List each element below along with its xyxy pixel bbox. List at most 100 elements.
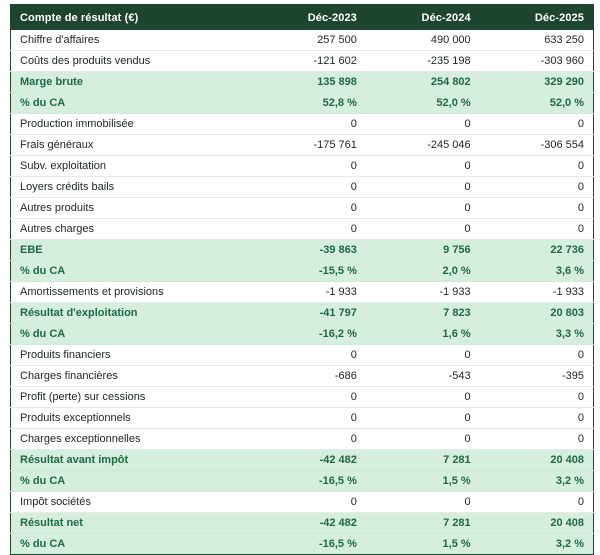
- row-value: 0: [252, 428, 366, 450]
- row-value: 0: [479, 344, 594, 366]
- row-value: -16,5 %: [252, 533, 366, 555]
- table-row: Coûts des produits vendus -121 602 -235 19…: [10, 50, 594, 72]
- row-value: 20 408: [479, 449, 594, 471]
- row-label: % du CA: [10, 533, 253, 555]
- table-row: Résultat avant impôt -42 482 7 281 20 408: [10, 449, 594, 471]
- table-row: % du CA 52,8 % 52,0 % 52,0 %: [10, 92, 594, 114]
- row-value: 20 803: [479, 302, 594, 324]
- row-value: 0: [365, 113, 480, 135]
- row-value: 0: [365, 344, 480, 366]
- row-value: -42 482: [252, 449, 366, 471]
- table-row: Loyers crédits bails 0 0 0: [10, 176, 594, 198]
- column-header-0: Déc-2023: [252, 4, 366, 30]
- row-value: 0: [365, 407, 480, 429]
- column-header-2: Déc-2025: [479, 4, 594, 30]
- table-row: Autres charges 0 0 0: [10, 218, 594, 240]
- row-value: 52,0 %: [479, 92, 594, 114]
- table-row: EBE -39 863 9 756 22 736: [10, 239, 594, 261]
- row-value: 0: [252, 344, 366, 366]
- row-value: -245 046: [365, 134, 480, 156]
- row-value: -303 960: [479, 50, 594, 72]
- row-value: -42 482: [252, 512, 366, 534]
- table-row: % du CA -16,2 % 1,6 % 3,3 %: [10, 323, 594, 345]
- row-value: 254 802: [365, 71, 480, 93]
- table-row: % du CA -15,5 % 2,0 % 3,6 %: [10, 260, 594, 282]
- row-value: 3,3 %: [479, 323, 594, 345]
- row-value: 3,6 %: [479, 260, 594, 282]
- row-value: 490 000: [365, 30, 480, 51]
- row-value: 0: [365, 491, 480, 513]
- row-value: 633 250: [479, 30, 594, 51]
- table-row: Résultat net -42 482 7 281 20 408: [10, 512, 594, 534]
- row-label: Autres charges: [10, 218, 253, 240]
- row-label: Amortissements et provisions: [10, 281, 253, 303]
- row-value: 1,5 %: [365, 533, 480, 555]
- row-value: 20 408: [479, 512, 594, 534]
- row-value: 1,6 %: [365, 323, 480, 345]
- row-label: Résultat net: [10, 512, 253, 534]
- row-value: -41 797: [252, 302, 366, 324]
- row-label: Production immobilisée: [10, 113, 253, 135]
- row-value: -16,2 %: [252, 323, 366, 345]
- row-value: -16,5 %: [252, 470, 366, 492]
- table-row: % du CA -16,5 % 1,5 % 3,2 %: [10, 533, 594, 555]
- table-row: Charges financières -686 -543 -395: [10, 365, 594, 387]
- row-value: 0: [252, 407, 366, 429]
- row-value: 22 736: [479, 239, 594, 261]
- row-label: Produits exceptionnels: [10, 407, 253, 429]
- row-value: 0: [252, 176, 366, 198]
- row-label: % du CA: [10, 470, 253, 492]
- row-value: 0: [365, 218, 480, 240]
- row-label: Résultat avant impôt: [10, 449, 253, 471]
- row-value: 0: [252, 113, 366, 135]
- table-row: Chiffre d'affaires 257 500 490 000 633 250: [10, 30, 594, 51]
- row-label: Loyers crédits bails: [10, 176, 253, 198]
- row-value: -306 554: [479, 134, 594, 156]
- row-label: % du CA: [10, 92, 253, 114]
- row-value: 0: [252, 386, 366, 408]
- row-value: 1,5 %: [365, 470, 480, 492]
- row-label: Marge brute: [10, 71, 253, 93]
- table-title: Compte de résultat (€): [10, 4, 253, 30]
- row-value: 0: [479, 386, 594, 408]
- row-label: Autres produits: [10, 197, 253, 219]
- table-row: Profit (perte) sur cessions 0 0 0: [10, 386, 594, 408]
- row-value: 52,8 %: [252, 92, 366, 114]
- row-value: -686: [252, 365, 366, 387]
- row-value: 7 281: [365, 512, 480, 534]
- row-value: 0: [479, 155, 594, 177]
- row-value: 0: [365, 176, 480, 198]
- row-value: -235 198: [365, 50, 480, 72]
- row-value: 52,0 %: [365, 92, 480, 114]
- table-row: Marge brute 135 898 254 802 329 290: [10, 71, 594, 93]
- row-value: 0: [479, 407, 594, 429]
- row-value: 135 898: [252, 71, 366, 93]
- table-row: Charges exceptionnelles 0 0 0: [10, 428, 594, 450]
- row-label: Frais généraux: [10, 134, 253, 156]
- row-label: Impôt sociétés: [10, 491, 253, 513]
- row-label: EBE: [10, 239, 253, 261]
- row-value: -175 761: [252, 134, 366, 156]
- row-value: -121 602: [252, 50, 366, 72]
- row-label: Coûts des produits vendus: [10, 50, 253, 72]
- row-value: 257 500: [252, 30, 366, 51]
- row-value: 0: [479, 197, 594, 219]
- row-label: Résultat d'exploitation: [10, 302, 253, 324]
- row-value: 0: [252, 155, 366, 177]
- row-value: 0: [365, 428, 480, 450]
- row-value: 0: [252, 218, 366, 240]
- income-statement-table: Compte de résultat (€) Déc-2023 Déc-2024…: [10, 4, 594, 555]
- row-value: 0: [252, 491, 366, 513]
- table-header: Compte de résultat (€) Déc-2023 Déc-2024…: [10, 4, 594, 30]
- row-value: -15,5 %: [252, 260, 366, 282]
- table-body: Chiffre d'affaires 257 500 490 000 633 250 C…: [10, 30, 594, 555]
- row-value: 0: [479, 491, 594, 513]
- row-label: Chiffre d'affaires: [10, 30, 253, 51]
- income-statement-sheet: Compte de résultat (€) Déc-2023 Déc-2024…: [10, 4, 594, 555]
- row-value: 3,2 %: [479, 533, 594, 555]
- table-row: Subv. exploitation 0 0 0: [10, 155, 594, 177]
- row-value: 3,2 %: [479, 470, 594, 492]
- row-label: Subv. exploitation: [10, 155, 253, 177]
- row-value: 329 290: [479, 71, 594, 93]
- row-value: -1 933: [365, 281, 480, 303]
